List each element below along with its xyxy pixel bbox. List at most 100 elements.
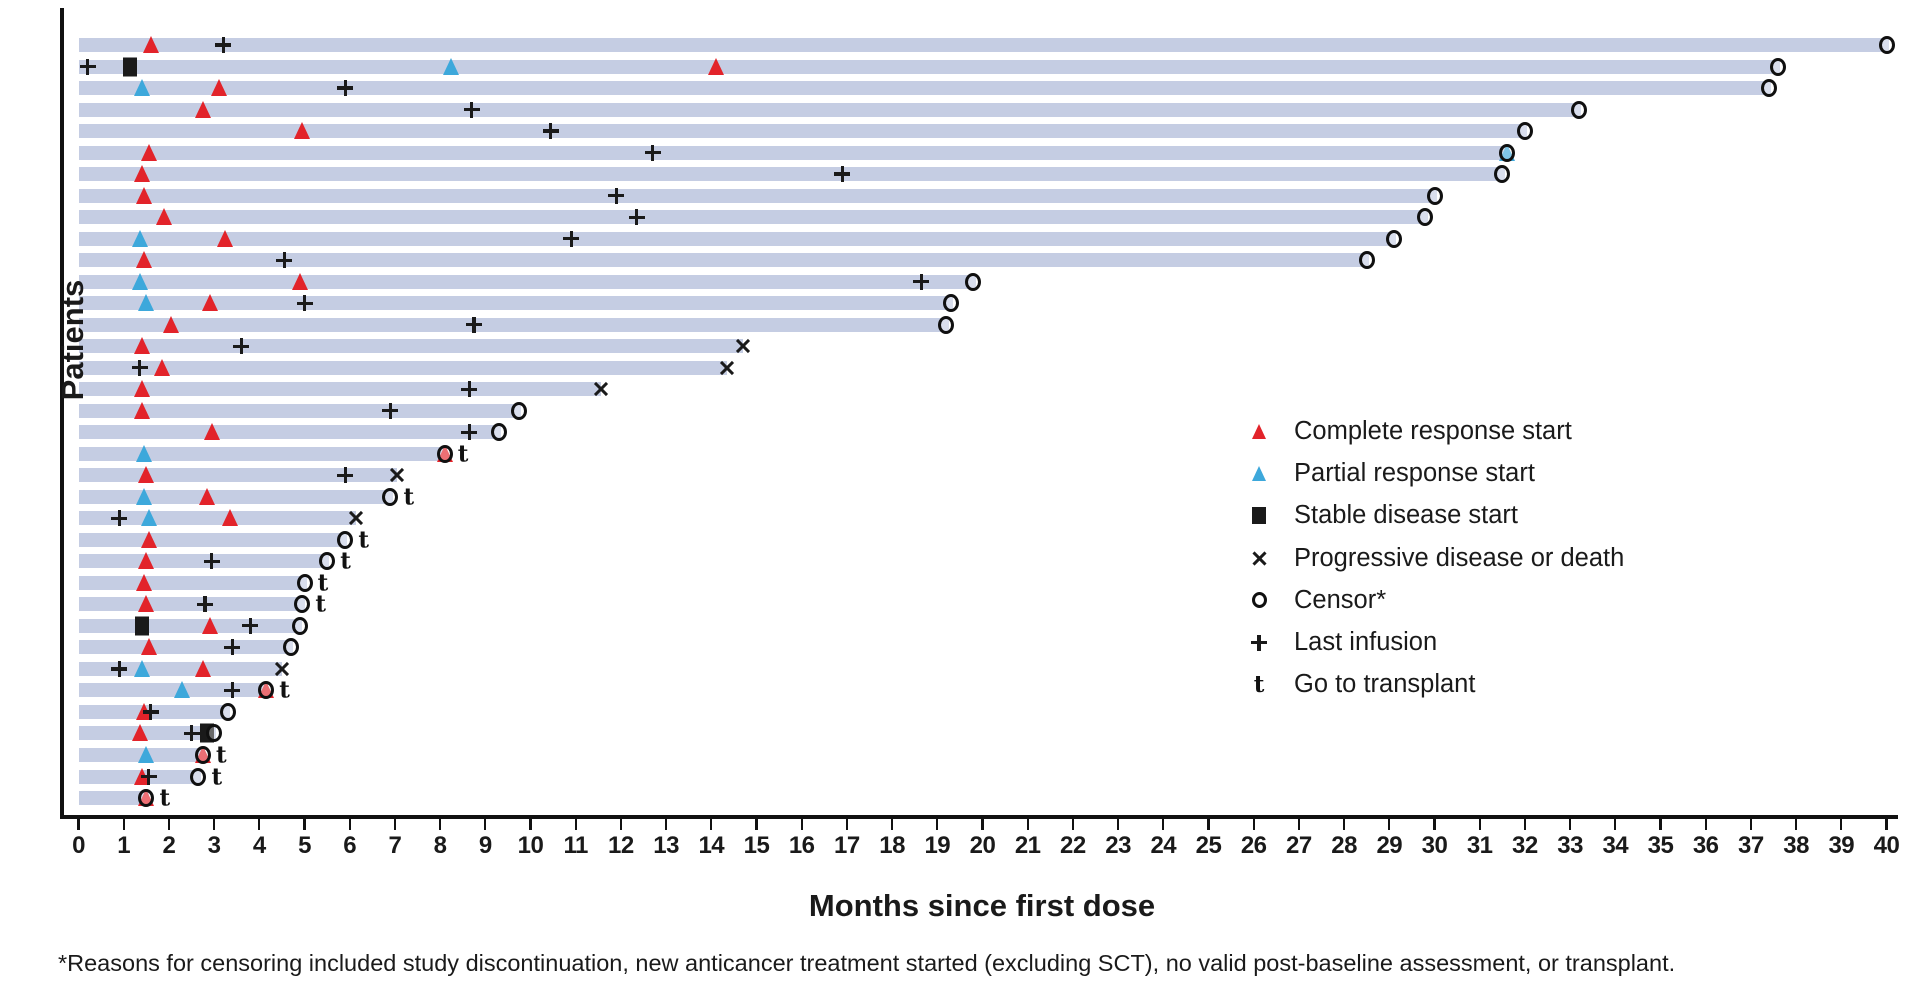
x-tick xyxy=(1117,819,1120,830)
x-tick-label: 8 xyxy=(433,832,447,859)
progressive-disease-or-death-marker-icon xyxy=(720,360,735,375)
x-tick xyxy=(1071,819,1075,830)
x-tick-label: 14 xyxy=(698,832,725,859)
last-infusion-marker-icon xyxy=(224,639,241,656)
x-tick-label: 2 xyxy=(162,832,176,859)
x-tick-label: 22 xyxy=(1060,832,1086,859)
x-tick xyxy=(1659,819,1662,830)
last-infusion-marker-icon xyxy=(142,703,159,720)
go-to-transplant-marker-icon: t xyxy=(457,440,469,468)
x-tick xyxy=(619,819,623,830)
last-infusion-marker-icon xyxy=(79,58,96,75)
x-tick-label: 29 xyxy=(1376,832,1403,859)
patient-bar xyxy=(78,38,1889,52)
censor-marker-icon xyxy=(511,401,528,420)
patient-bar xyxy=(78,791,149,806)
last-infusion-marker-icon xyxy=(563,230,580,247)
x-tick-label: 13 xyxy=(653,832,679,859)
complete-response-start-marker-icon xyxy=(221,509,238,527)
partial-response-start-marker-icon xyxy=(138,745,155,763)
patient-bar xyxy=(78,640,294,655)
censor-marker-icon xyxy=(294,595,311,614)
x-tick xyxy=(348,819,351,830)
x-tick-label: 20 xyxy=(969,832,996,859)
x-tick-label: 23 xyxy=(1105,832,1131,859)
legend-label: Stable disease start xyxy=(1294,501,1518,530)
x-tick-label: 34 xyxy=(1602,832,1629,859)
patient-bar xyxy=(78,317,949,332)
last-infusion-marker-icon xyxy=(131,359,148,376)
x-tick-label: 40 xyxy=(1873,832,1900,859)
last-infusion-marker-icon xyxy=(111,510,128,527)
stable-disease-start-legend-icon xyxy=(1238,501,1280,531)
patient-bar xyxy=(78,382,601,397)
legend-label: Censor* xyxy=(1294,585,1387,614)
complete-response-start-marker-icon xyxy=(140,638,157,656)
patient-bar xyxy=(78,102,1582,117)
x-tick xyxy=(1569,819,1572,830)
complete-response-start-marker-icon xyxy=(194,100,211,118)
last-infusion-marker-icon xyxy=(296,295,313,312)
complete-response-start-marker-icon xyxy=(136,251,153,269)
x-tick-label: 9 xyxy=(478,832,492,859)
legend-item: Stable disease start xyxy=(1238,495,1624,537)
complete-response-start-marker-icon xyxy=(201,294,218,312)
last-infusion-legend-icon xyxy=(1238,628,1280,658)
censor-marker-icon xyxy=(942,294,959,313)
partial-response-start-marker-icon xyxy=(133,659,150,677)
x-tick xyxy=(258,819,261,830)
last-infusion-marker-icon xyxy=(466,316,482,333)
complete-response-start-marker-icon xyxy=(163,315,180,333)
x-tick xyxy=(1252,819,1255,830)
patient-bar xyxy=(78,167,1505,182)
patient-bar xyxy=(78,403,522,418)
patient-bar xyxy=(78,296,954,311)
complete-response-start-marker-icon xyxy=(294,122,311,140)
patient-bar xyxy=(78,145,1510,160)
last-infusion-marker-icon xyxy=(197,596,214,613)
censor-marker-icon xyxy=(194,745,211,764)
complete-response-start-marker-icon xyxy=(217,229,234,247)
last-infusion-marker-icon xyxy=(382,402,399,419)
last-infusion-marker-icon xyxy=(215,37,232,53)
x-tick-label: 6 xyxy=(343,832,357,859)
last-infusion-marker-icon xyxy=(183,725,200,742)
go-to-transplant-marker-icon: t xyxy=(159,784,171,812)
patient-bar xyxy=(78,339,743,354)
x-tick-label: 11 xyxy=(563,832,589,859)
complete-response-start-marker-icon xyxy=(133,401,150,419)
x-tick xyxy=(122,819,125,830)
patient-bar xyxy=(78,59,1781,74)
last-infusion-icon xyxy=(1251,634,1267,651)
patient-bar xyxy=(78,360,728,375)
stable-disease-start-marker-icon xyxy=(134,616,149,636)
go-to-transplant-marker-icon: t xyxy=(315,590,327,618)
x-tick xyxy=(77,819,80,830)
x-tick-label: 15 xyxy=(743,832,770,859)
last-infusion-marker-icon xyxy=(834,166,851,183)
censor-marker-icon xyxy=(1426,186,1443,205)
x-tick-label: 12 xyxy=(608,832,634,859)
x-tick-label: 35 xyxy=(1647,832,1674,859)
go-to-transplant-marker-icon: t xyxy=(211,763,223,790)
complete-response-start-marker-icon xyxy=(133,380,150,398)
complete-response-start-marker-icon xyxy=(156,208,173,226)
patient-bar xyxy=(78,124,1528,139)
patient-bar xyxy=(78,489,393,504)
censor-marker-icon xyxy=(206,724,223,743)
censor-marker-icon xyxy=(219,702,236,721)
go-to-transplant-marker-icon: t xyxy=(317,569,329,597)
x-tick xyxy=(529,819,532,830)
x-tick xyxy=(800,819,803,830)
partial-response-start-marker-icon xyxy=(443,57,460,75)
stable-disease-start-marker-icon xyxy=(123,57,138,76)
complete-response-start-marker-icon xyxy=(138,552,155,570)
censor-marker-icon xyxy=(382,487,399,506)
progressive-disease-or-death-marker-icon xyxy=(274,661,289,676)
x-tick xyxy=(393,819,397,830)
last-infusion-marker-icon xyxy=(111,660,128,677)
x-tick-label: 10 xyxy=(517,832,544,859)
x-tick xyxy=(439,819,442,830)
legend-label: Partial response start xyxy=(1294,458,1535,487)
